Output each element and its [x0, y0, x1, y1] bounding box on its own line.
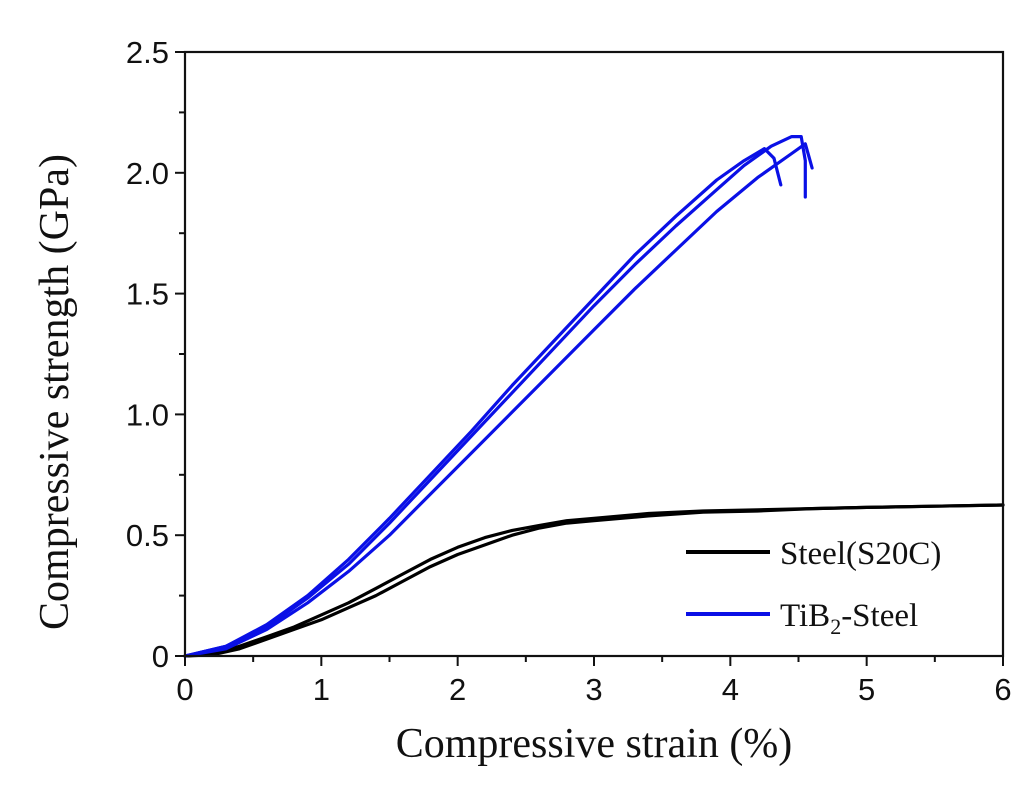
series-line-1 [183, 503, 1005, 658]
x-tick-label-3: 3 [585, 672, 602, 707]
legend-label-tib2: TiB2-Steel [780, 598, 918, 639]
x-axis-title: Compressive strain (%) [396, 721, 793, 767]
x-tick-label-5: 5 [858, 672, 875, 707]
x-tick-label-0: 0 [176, 672, 193, 707]
x-tick-label-2: 2 [449, 672, 466, 707]
x-tick-label-1: 1 [313, 672, 330, 707]
x-tick-label-4: 4 [722, 672, 739, 707]
series-line-4 [183, 142, 814, 658]
series-layer [183, 135, 1005, 658]
y-tick-label-1: 0.5 [126, 518, 169, 553]
legend-label-steel: Steel(S20C) [780, 536, 941, 572]
series-line-2 [183, 147, 783, 658]
legend-subscript: 2 [830, 614, 841, 639]
legend: Steel(S20C) TiB2-Steel [686, 536, 941, 639]
y-tick-label-2: 1.0 [126, 397, 169, 432]
ticks-layer: 0 1 2 3 4 5 6 0 0.5 1.0 1.5 2.0 2.5 [126, 35, 1012, 707]
y-tick-label-0: 0 [152, 639, 169, 674]
y-tick-label-5: 2.5 [126, 35, 169, 70]
y-tick-label-4: 2.0 [126, 156, 169, 191]
y-axis-title: Compressive strength (GPa) [32, 154, 78, 630]
series-line-3 [183, 135, 807, 658]
y-tick-label-3: 1.5 [126, 277, 169, 312]
x-tick-label-6: 6 [994, 672, 1011, 707]
